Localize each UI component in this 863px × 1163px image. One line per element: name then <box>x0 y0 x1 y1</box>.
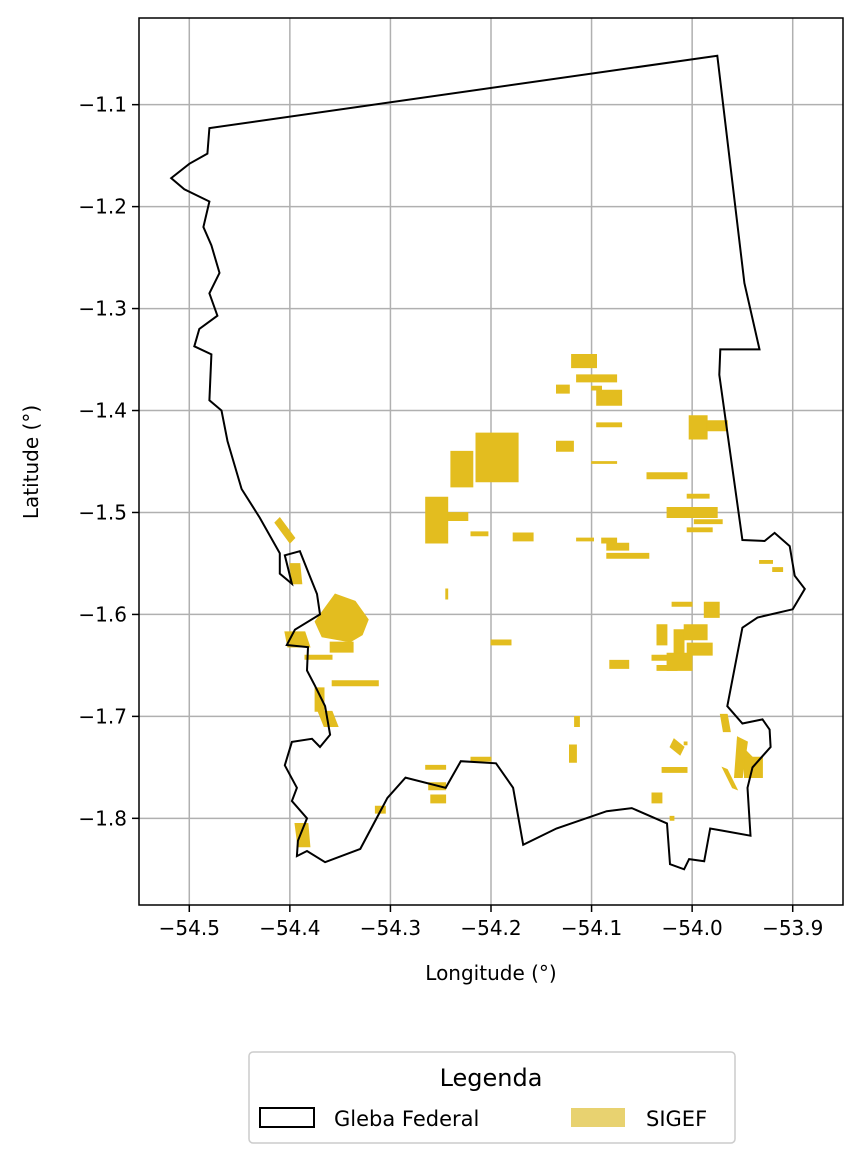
x-tick-label: −54.0 <box>661 916 722 940</box>
x-tick-label: −54.3 <box>360 916 421 940</box>
sigef-parcel <box>274 516 296 544</box>
sigef-parcel <box>470 531 489 537</box>
sigef-parcel <box>666 652 693 671</box>
sigef-parcel <box>669 815 675 821</box>
sigef-parcel <box>721 766 739 791</box>
sigef-parcel <box>425 496 449 544</box>
sigef-parcel <box>490 639 512 646</box>
sigef-parcel <box>661 767 688 773</box>
sigef-parcel <box>556 384 570 394</box>
y-tick-label: −1.4 <box>78 399 127 423</box>
sigef-parcel <box>445 588 449 600</box>
sigef-parcel <box>512 532 534 542</box>
x-axis-label: Longitude (°) <box>425 961 556 985</box>
sigef-parcel <box>304 654 333 660</box>
y-axis-label: Latitude (°) <box>19 405 43 519</box>
sigef-parcel <box>314 593 369 643</box>
y-tick-label: −1.3 <box>78 297 127 321</box>
sigef-parcel <box>556 440 574 452</box>
sigef-parcel <box>591 461 618 464</box>
x-tick-label: −53.9 <box>762 916 823 940</box>
sigef-parcel <box>606 552 650 559</box>
y-tick-label: −1.2 <box>78 195 127 219</box>
x-tick-label: −54.2 <box>460 916 521 940</box>
sigef-parcel <box>772 567 784 572</box>
sigef-parcel <box>475 432 519 483</box>
sigef-parcel <box>331 680 379 687</box>
sigef-parcel <box>686 527 713 533</box>
sigef-parcel <box>683 624 708 641</box>
sigef-parcel <box>656 624 668 646</box>
sigef-parcel <box>329 641 354 653</box>
x-tick-label: −54.5 <box>159 916 220 940</box>
sigef-parcel <box>651 792 663 804</box>
sigef-parcel <box>596 422 623 428</box>
sigef-parcel <box>693 519 723 525</box>
legend-title: Legenda <box>440 1064 543 1092</box>
legend-label-sigef: SIGEF <box>646 1107 707 1131</box>
y-tick-label: −1.8 <box>78 806 127 830</box>
y-tick-label: −1.5 <box>78 500 127 524</box>
sigef-parcel <box>686 493 710 499</box>
sigef-parcel <box>425 764 447 770</box>
legend-label-gleba: Gleba Federal <box>334 1107 479 1131</box>
sigef-parcel <box>447 512 469 521</box>
sigef-parcel <box>706 420 728 432</box>
sigef-parcel <box>601 537 618 544</box>
sigef-parcel <box>673 629 685 656</box>
sigef-parcel <box>686 642 713 656</box>
axis-ticks: −54.5 −54.4 −54.3 −54.2 −54.1 −54.0 −53.9 −1.1 −… <box>78 93 823 940</box>
sigef-parcel <box>470 756 492 762</box>
x-tick-label: −54.1 <box>561 916 622 940</box>
sigef-parcel <box>576 374 618 383</box>
sigef-parcels <box>274 353 784 848</box>
y-tick-label: −1.1 <box>78 93 127 117</box>
sigef-parcel <box>669 738 685 756</box>
sigef-parcel <box>683 741 688 746</box>
y-tick-label: −1.7 <box>78 704 127 728</box>
sigef-parcel <box>759 560 773 564</box>
sigef-parcel <box>450 450 474 488</box>
legend-swatch-gleba <box>259 1107 315 1128</box>
sigef-parcel <box>719 713 731 733</box>
x-tick-label: −54.4 <box>259 916 320 940</box>
sigef-parcel <box>591 385 602 391</box>
sigef-parcel <box>576 537 594 542</box>
y-tick-label: −1.6 <box>78 602 127 626</box>
sigef-parcel <box>609 659 630 669</box>
sigef-parcel <box>606 542 630 551</box>
sigef-parcel <box>666 506 718 518</box>
sigef-parcel <box>703 601 720 618</box>
sigef-parcel <box>430 794 447 804</box>
sigef-parcel <box>688 415 708 440</box>
gleba-federal-boundary <box>169 54 807 871</box>
sigef-parcel <box>571 353 597 369</box>
sigef-parcel <box>596 389 623 406</box>
sigef-parcel <box>569 744 577 763</box>
legend: Legenda Gleba Federal SIGEF <box>248 1051 736 1144</box>
sigef-parcel <box>646 472 688 480</box>
sigef-parcel <box>671 601 693 607</box>
sigef-parcel <box>574 716 580 727</box>
legend-swatch-sigef <box>571 1108 625 1127</box>
